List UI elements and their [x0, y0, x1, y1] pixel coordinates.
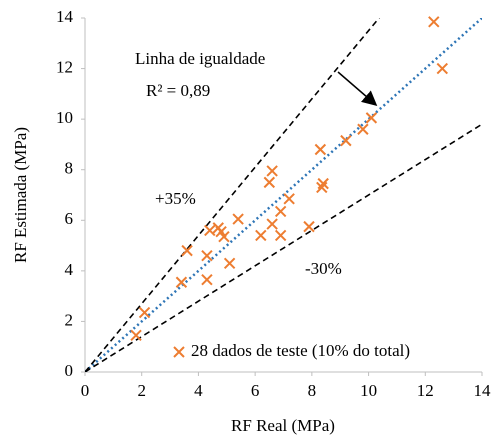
x-tick-label: 4	[194, 381, 203, 400]
point	[316, 181, 328, 194]
y-tick-label: 2	[65, 310, 74, 329]
point	[365, 112, 378, 124]
reference-lines	[85, 18, 482, 372]
point	[138, 306, 151, 319]
point	[223, 257, 236, 269]
reference-line-label: +35%	[155, 189, 196, 208]
point	[274, 229, 287, 242]
point	[201, 273, 213, 286]
x-tick-label: 10	[360, 381, 377, 400]
point	[314, 143, 327, 156]
legend-marker	[173, 346, 185, 358]
reference-line	[85, 18, 482, 372]
y-tick-label: 14	[56, 7, 74, 26]
point	[232, 213, 244, 225]
x-tick-label: 0	[81, 381, 90, 400]
point	[204, 224, 216, 237]
point	[317, 177, 329, 190]
reference-line-label: Linha de igualdade	[135, 49, 265, 68]
point	[255, 229, 267, 242]
x-tick-label: 6	[251, 381, 260, 400]
y-tick-label: 4	[65, 260, 74, 279]
y-tick-label: 0	[65, 361, 74, 380]
point	[274, 205, 287, 218]
point	[181, 244, 193, 257]
point	[283, 193, 295, 205]
y-axis-label: RF Estimada (MPa)	[11, 127, 30, 263]
x-tick-label: 12	[417, 381, 434, 400]
point	[266, 218, 278, 230]
legend-label: 28 dados de teste (10% do total)	[191, 341, 410, 360]
point	[266, 165, 278, 177]
point	[436, 62, 449, 75]
point	[201, 249, 213, 262]
point	[303, 220, 315, 233]
y-tick-label: 12	[56, 57, 73, 76]
legend-background	[167, 341, 487, 363]
reference-line	[85, 18, 381, 372]
reference-line	[85, 123, 482, 372]
point	[357, 123, 369, 135]
point	[340, 134, 352, 147]
annotation: R² = 0,89	[146, 81, 210, 100]
y-tick-label: 10	[56, 108, 73, 127]
annotation-arrow	[337, 71, 378, 106]
point	[263, 176, 276, 189]
x-tick-label: 2	[137, 381, 146, 400]
point	[428, 16, 440, 28]
x-axis-label: RF Real (MPa)	[231, 416, 335, 435]
x-tick-label: 8	[308, 381, 317, 400]
point	[175, 276, 188, 288]
x-tick-label: 14	[474, 381, 492, 400]
y-tick-label: 8	[65, 159, 74, 178]
point	[218, 231, 230, 243]
y-tick-label: 6	[65, 209, 74, 228]
point	[130, 329, 142, 342]
reference-line-label: -30%	[305, 259, 342, 278]
